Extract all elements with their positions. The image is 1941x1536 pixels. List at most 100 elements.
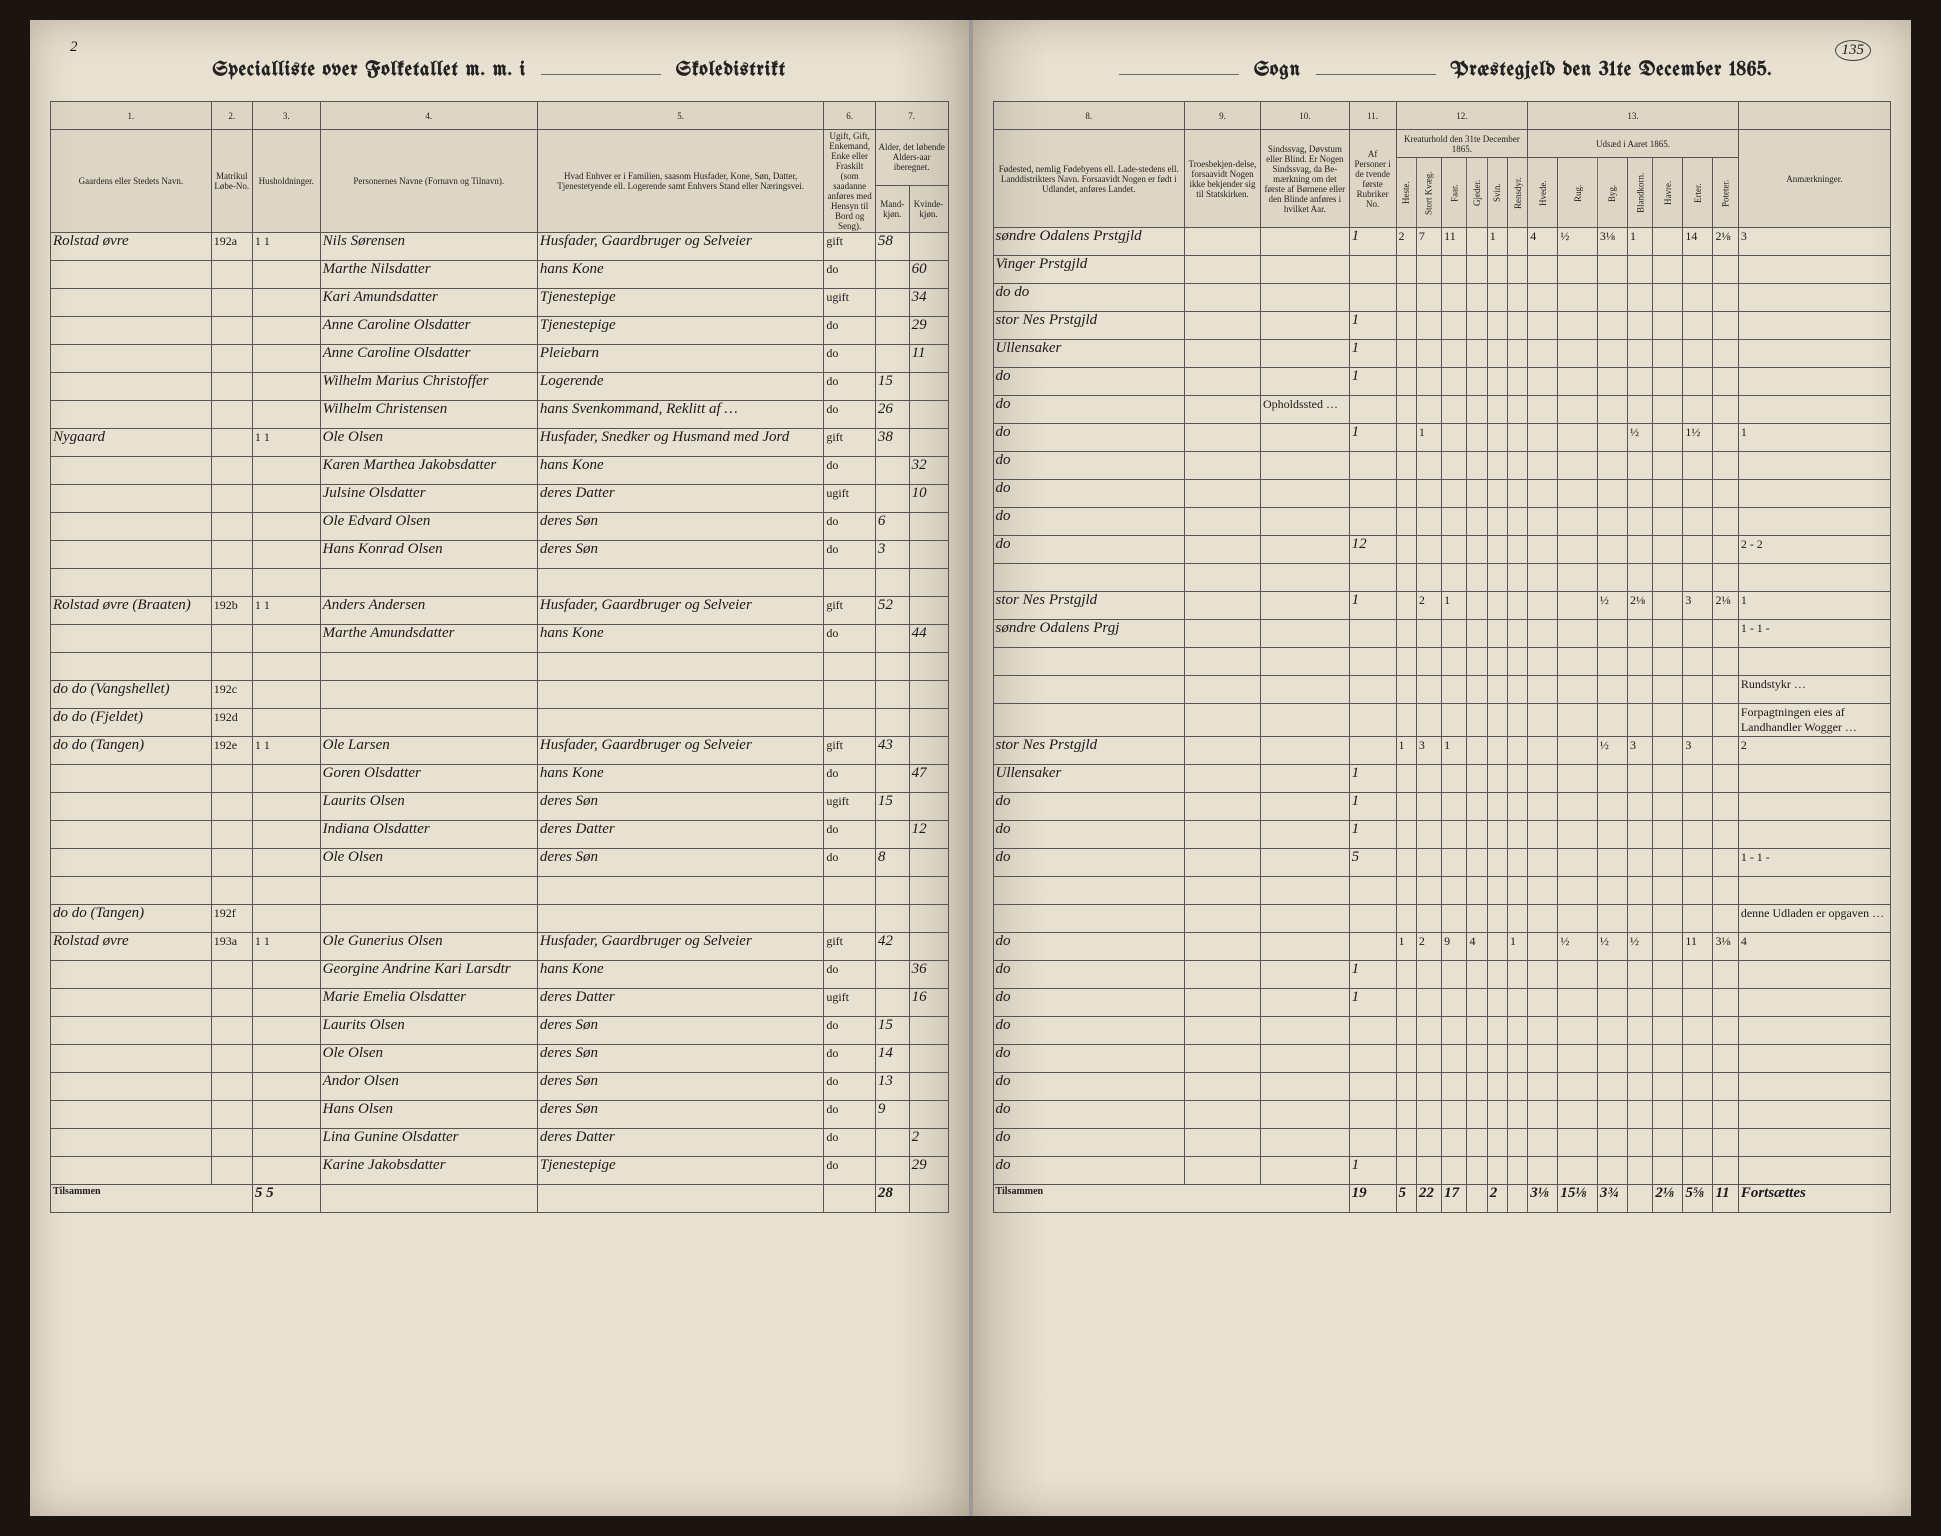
colnum-4: 4. xyxy=(320,102,537,130)
cell xyxy=(909,1045,948,1073)
left-page-number: 2 xyxy=(70,40,78,55)
cell xyxy=(1396,536,1416,564)
cell xyxy=(1558,849,1598,877)
cell xyxy=(1528,1073,1558,1101)
cell xyxy=(51,1157,212,1185)
cell xyxy=(1628,312,1653,340)
right-page: 135 Sogn Præstegjeld den 31te December 1… xyxy=(971,20,1912,1516)
cell xyxy=(51,1017,212,1045)
cell: do do xyxy=(993,284,1184,312)
cell xyxy=(1528,704,1558,737)
cell xyxy=(1184,256,1260,284)
cell xyxy=(875,905,909,933)
cell: 1 xyxy=(1349,592,1396,620)
cell xyxy=(1628,1157,1653,1185)
cell: do xyxy=(993,480,1184,508)
cell: Lina Gunine Olsdatter xyxy=(320,1129,537,1157)
cell: 10 xyxy=(909,485,948,513)
cell xyxy=(1508,1157,1528,1185)
cell xyxy=(1683,396,1713,424)
cell xyxy=(993,704,1184,737)
cell xyxy=(1683,704,1713,737)
cell: do xyxy=(824,1157,875,1185)
cell: 3 xyxy=(1628,737,1653,765)
cell xyxy=(1628,989,1653,1017)
header-left-b: Skoledistrikt xyxy=(676,60,786,81)
cell xyxy=(1442,1073,1467,1101)
cell xyxy=(1349,256,1396,284)
cell: Anne Caroline Olsdatter xyxy=(320,317,537,345)
cell xyxy=(909,1073,948,1101)
cell: ugift xyxy=(824,793,875,821)
colhead-2b: Husholdninger. xyxy=(252,130,320,233)
cell xyxy=(1260,1157,1349,1185)
table-row: do xyxy=(993,508,1891,536)
cell xyxy=(211,765,252,793)
cell xyxy=(1396,452,1416,480)
cell xyxy=(1528,480,1558,508)
cell xyxy=(1508,536,1528,564)
cell: Ole Olsen xyxy=(320,849,537,877)
cell: 13 xyxy=(875,1073,909,1101)
cell xyxy=(1260,1101,1349,1129)
cell xyxy=(1184,905,1260,933)
cell: 15 xyxy=(875,373,909,401)
cell xyxy=(1184,508,1260,536)
cell xyxy=(909,681,948,709)
cell xyxy=(51,485,212,513)
cell xyxy=(1528,765,1558,793)
total-cell: 3⅛ xyxy=(1528,1185,1558,1213)
cell xyxy=(1528,1017,1558,1045)
cell: do xyxy=(824,261,875,289)
cell: 3 xyxy=(875,541,909,569)
cell xyxy=(1487,1101,1507,1129)
cell xyxy=(1528,452,1558,480)
cell: 1 xyxy=(1416,424,1441,452)
cell xyxy=(252,457,320,485)
cell: 29 xyxy=(909,1157,948,1185)
remarks-cell xyxy=(1738,961,1890,989)
cell xyxy=(252,989,320,1017)
cell xyxy=(1508,765,1528,793)
cell xyxy=(1184,1045,1260,1073)
cell xyxy=(252,261,320,289)
cell xyxy=(1528,793,1558,821)
cell xyxy=(1184,676,1260,704)
cell xyxy=(875,989,909,1017)
cell xyxy=(1396,1045,1416,1073)
cell: 1 xyxy=(1349,793,1396,821)
cell: Marie Emelia Olsdatter xyxy=(320,989,537,1017)
cell xyxy=(1396,284,1416,312)
cell xyxy=(1260,228,1349,256)
cell xyxy=(1416,312,1441,340)
cell xyxy=(1442,961,1467,989)
cell: 1 xyxy=(1349,340,1396,368)
cell xyxy=(1184,989,1260,1017)
cell xyxy=(1349,452,1396,480)
cell: Ullensaker xyxy=(993,340,1184,368)
cell xyxy=(252,317,320,345)
cell xyxy=(1467,1101,1487,1129)
cell: 2 xyxy=(1416,592,1441,620)
cell: Husfader, Gaardbruger og Selveier xyxy=(537,597,823,625)
cell xyxy=(1683,793,1713,821)
cell: 15 xyxy=(875,793,909,821)
header-gap-r1 xyxy=(1119,74,1239,75)
cell: do do (Vangshellet) xyxy=(51,681,212,709)
cell: 1 xyxy=(1628,228,1653,256)
cell xyxy=(1467,284,1487,312)
cell: do xyxy=(993,989,1184,1017)
cell xyxy=(1442,312,1467,340)
cell xyxy=(1260,676,1349,704)
cell: do xyxy=(824,1017,875,1045)
cell: 1 xyxy=(1349,368,1396,396)
cell xyxy=(1396,256,1416,284)
cell xyxy=(875,709,909,737)
cell xyxy=(1558,1017,1598,1045)
cell xyxy=(1528,396,1558,424)
cell: Hans Konrad Olsen xyxy=(320,541,537,569)
cell xyxy=(211,821,252,849)
cell xyxy=(1653,793,1683,821)
cell xyxy=(1528,1101,1558,1129)
table-row: Ullensaker1 xyxy=(993,765,1891,793)
